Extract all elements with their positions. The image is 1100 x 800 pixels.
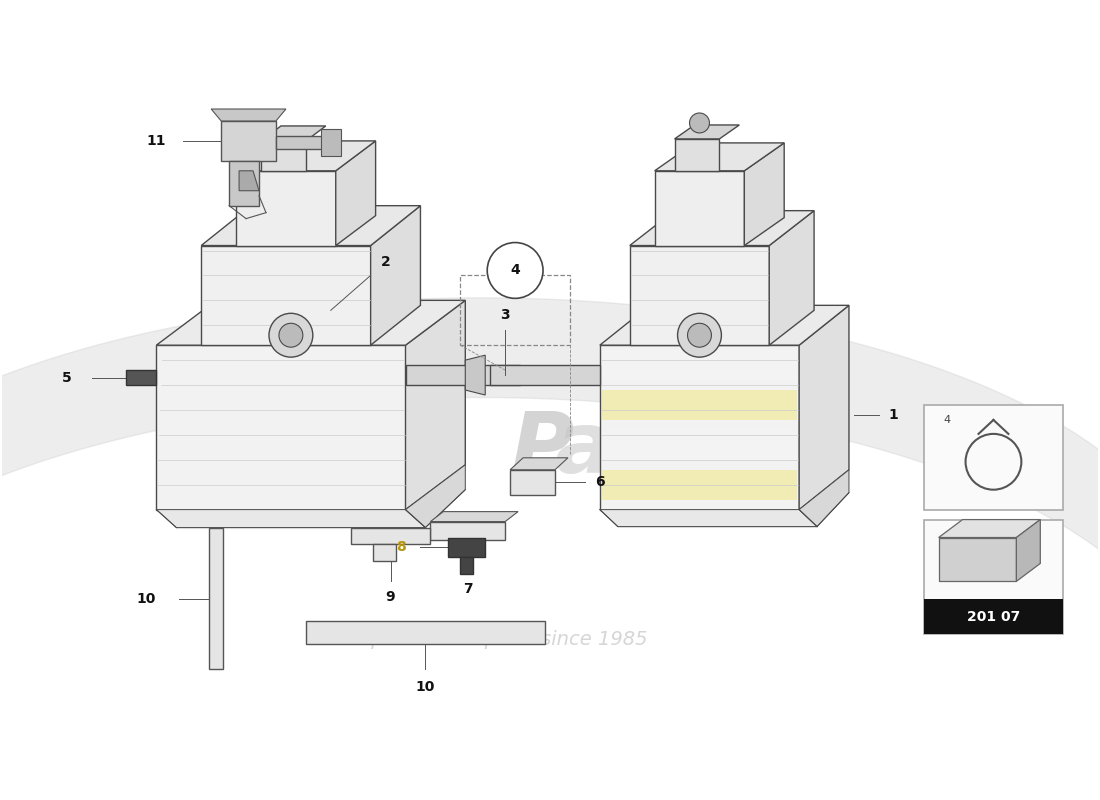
Polygon shape <box>156 300 465 345</box>
Polygon shape <box>239 170 258 190</box>
Polygon shape <box>201 246 371 345</box>
Circle shape <box>688 323 712 347</box>
Circle shape <box>487 242 543 298</box>
Polygon shape <box>600 510 817 526</box>
Bar <box>924 599 1064 634</box>
Polygon shape <box>602 390 798 420</box>
Polygon shape <box>201 206 420 246</box>
Polygon shape <box>373 545 396 562</box>
Polygon shape <box>510 470 556 494</box>
Polygon shape <box>600 345 799 510</box>
Polygon shape <box>460 558 473 574</box>
Polygon shape <box>406 300 465 510</box>
Polygon shape <box>510 458 568 470</box>
Text: euro: euro <box>221 378 442 462</box>
Polygon shape <box>430 512 518 522</box>
Text: 4: 4 <box>510 263 520 278</box>
Text: 1: 1 <box>889 408 899 422</box>
Polygon shape <box>654 143 784 170</box>
Polygon shape <box>629 246 769 345</box>
Text: arts: arts <box>556 408 748 491</box>
Text: P: P <box>510 408 573 491</box>
Polygon shape <box>406 465 465 527</box>
Polygon shape <box>156 345 406 510</box>
Polygon shape <box>236 170 336 246</box>
Polygon shape <box>430 522 505 539</box>
Text: 2: 2 <box>381 255 390 270</box>
Circle shape <box>690 113 710 133</box>
Polygon shape <box>938 519 1041 538</box>
Polygon shape <box>674 139 719 170</box>
FancyBboxPatch shape <box>924 405 1064 510</box>
Text: 201 07: 201 07 <box>967 610 1020 624</box>
Text: 9: 9 <box>386 590 395 604</box>
Text: 11: 11 <box>146 134 166 148</box>
Text: 3: 3 <box>500 308 510 322</box>
Polygon shape <box>406 365 520 385</box>
Text: 6: 6 <box>595 474 605 489</box>
Polygon shape <box>799 470 849 526</box>
Text: 5: 5 <box>62 371 72 385</box>
Text: 4: 4 <box>944 415 950 425</box>
Polygon shape <box>654 170 745 246</box>
Polygon shape <box>261 126 326 141</box>
Polygon shape <box>1016 519 1041 582</box>
Polygon shape <box>745 143 784 246</box>
Text: 10: 10 <box>136 592 156 606</box>
Polygon shape <box>629 210 814 246</box>
Polygon shape <box>602 470 798 500</box>
Polygon shape <box>449 538 485 558</box>
Polygon shape <box>221 121 276 161</box>
Polygon shape <box>209 527 223 669</box>
Polygon shape <box>211 109 286 121</box>
Polygon shape <box>261 141 306 170</box>
Polygon shape <box>602 350 798 380</box>
Circle shape <box>270 314 312 357</box>
Text: a passion for parts since 1985: a passion for parts since 1985 <box>353 630 648 649</box>
Polygon shape <box>229 161 258 206</box>
Polygon shape <box>465 355 485 395</box>
Polygon shape <box>674 125 739 139</box>
Polygon shape <box>306 622 544 644</box>
Polygon shape <box>491 365 600 385</box>
Circle shape <box>279 323 302 347</box>
Polygon shape <box>336 141 375 246</box>
Polygon shape <box>321 129 341 156</box>
Polygon shape <box>600 306 849 345</box>
Polygon shape <box>799 306 849 510</box>
FancyBboxPatch shape <box>924 519 1064 634</box>
Polygon shape <box>371 206 420 345</box>
Polygon shape <box>156 510 426 527</box>
Circle shape <box>678 314 722 357</box>
Text: 10: 10 <box>416 680 436 694</box>
Text: 8: 8 <box>396 541 406 554</box>
Polygon shape <box>938 538 1016 582</box>
Polygon shape <box>126 370 156 385</box>
Polygon shape <box>769 210 814 345</box>
Polygon shape <box>351 527 430 545</box>
Polygon shape <box>276 136 331 149</box>
Polygon shape <box>602 430 798 460</box>
Text: 7: 7 <box>463 582 473 596</box>
Polygon shape <box>236 141 375 170</box>
